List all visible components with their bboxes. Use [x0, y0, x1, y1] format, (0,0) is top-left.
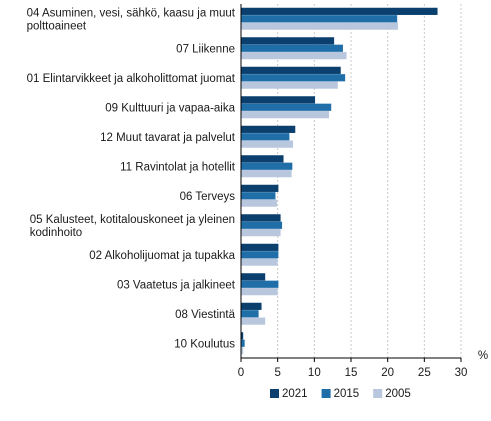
category-label-line: 11 Ravintolat ja hotellit [120, 161, 236, 173]
category-label-line: 07 Liikenne [176, 43, 235, 55]
bar-2021-9 [241, 243, 279, 251]
x-tick-label: 0 [238, 367, 244, 379]
bar-2015-4 [241, 103, 332, 111]
bar-2015-11 [241, 310, 259, 318]
bar-2021-4 [241, 96, 316, 104]
bar-2005-1 [241, 22, 398, 30]
x-tick-label: 30 [455, 367, 468, 379]
category-label-line: 05 Kalusteet, kotitalouskoneet ja yleine… [30, 214, 235, 226]
x-tick-label: 15 [345, 367, 358, 379]
legend-swatch-2021 [270, 389, 279, 398]
x-tick-label: 10 [308, 367, 321, 379]
category-label-line: 06 Terveys [180, 191, 236, 203]
bar-2021-5 [241, 125, 296, 133]
category-label-line: 02 Alkoholijuomat ja tupakka [89, 250, 235, 262]
legend: 2021 2015 2005 [270, 388, 411, 400]
category-label: 11 Ravintolat ja hotellit [120, 161, 236, 173]
category-label-line: 04 Asuminen, vesi, sähkö, kaasu ja muut [27, 7, 236, 19]
bar-2015-1 [241, 15, 398, 23]
legend-label-2021: 2021 [282, 388, 308, 400]
category-label-line: 08 Viestintä [175, 309, 235, 321]
x-tick-label: 5 [274, 367, 280, 379]
x-unit-label: % [478, 350, 488, 362]
category-label: 01 Elintarvikkeet ja alkoholittomat juom… [27, 73, 236, 85]
bar-2005-4 [241, 111, 329, 119]
bar-2015-9 [241, 251, 279, 259]
x-ticks: 0 5 10 15 20 25 30 [238, 358, 468, 379]
bar-2005-7 [241, 199, 277, 207]
bar-2021-11 [241, 302, 262, 310]
bar-2005-10 [241, 288, 278, 296]
category-label-line: polttoaineet [27, 20, 87, 32]
category-label: 12 Muut tavarat ja palvelut [100, 132, 236, 144]
bar-2021-2 [241, 37, 335, 45]
bar-2015-10 [241, 280, 279, 288]
category-label: 05 Kalusteet, kotitalouskoneet ja yleine… [30, 214, 235, 239]
category-label: 07 Liikenne [176, 43, 235, 55]
bar-2015-5 [241, 133, 290, 141]
category-label: 10 Koulutus [174, 338, 235, 350]
bar-2015-3 [241, 74, 346, 82]
x-tick-label: 20 [381, 367, 394, 379]
bar-2005-2 [241, 52, 347, 60]
bar-2021-1 [241, 7, 438, 15]
category-label: 03 Vaatetus ja jalkineet [117, 279, 236, 291]
bar-2005-12 [241, 347, 244, 355]
bar-2015-8 [241, 221, 283, 229]
category-label-line: 10 Koulutus [174, 338, 235, 350]
category-label-line: 12 Muut tavarat ja palvelut [100, 132, 236, 144]
category-label: 04 Asuminen, vesi, sähkö, kaasu ja muut p… [27, 7, 236, 32]
bar-2005-6 [241, 170, 292, 178]
category-label-line: 09 Kulttuuri ja vapaa-aika [105, 102, 235, 114]
bars [241, 7, 438, 355]
bar-2005-8 [241, 229, 281, 237]
legend-swatch-2015 [321, 389, 331, 398]
legend-swatch-2005 [373, 389, 383, 398]
bar-2021-7 [241, 184, 279, 192]
gridlines [277, 4, 462, 358]
bar-2015-12 [241, 339, 245, 347]
bar-2021-10 [241, 273, 266, 281]
bar-2021-12 [241, 332, 244, 340]
bar-2021-6 [241, 155, 284, 163]
bar-2015-2 [241, 44, 343, 52]
bar-2015-6 [241, 162, 293, 170]
bar-2021-3 [241, 66, 341, 74]
bar-2005-11 [241, 317, 266, 325]
bar-2005-3 [241, 81, 338, 89]
category-label-line: 03 Vaatetus ja jalkineet [117, 279, 236, 291]
category-label: 06 Terveys [180, 191, 236, 203]
legend-label-2005: 2005 [385, 388, 411, 400]
category-label: 02 Alkoholijuomat ja tupakka [89, 250, 235, 262]
legend-label-2015: 2015 [334, 388, 360, 400]
category-label: 09 Kulttuuri ja vapaa-aika [105, 102, 235, 114]
bar-2005-5 [241, 140, 294, 148]
bar-2005-9 [241, 258, 278, 266]
category-label: 08 Viestintä [175, 309, 235, 321]
category-label-line: kodinhoito [30, 227, 82, 239]
bar-2021-8 [241, 214, 281, 222]
bar-2015-7 [241, 192, 276, 200]
x-tick-label: 25 [418, 367, 431, 379]
category-labels: 04 Asuminen, vesi, sähkö, kaasu ja muut p… [27, 7, 236, 350]
category-label-line: 01 Elintarvikkeet ja alkoholittomat juom… [27, 73, 236, 85]
